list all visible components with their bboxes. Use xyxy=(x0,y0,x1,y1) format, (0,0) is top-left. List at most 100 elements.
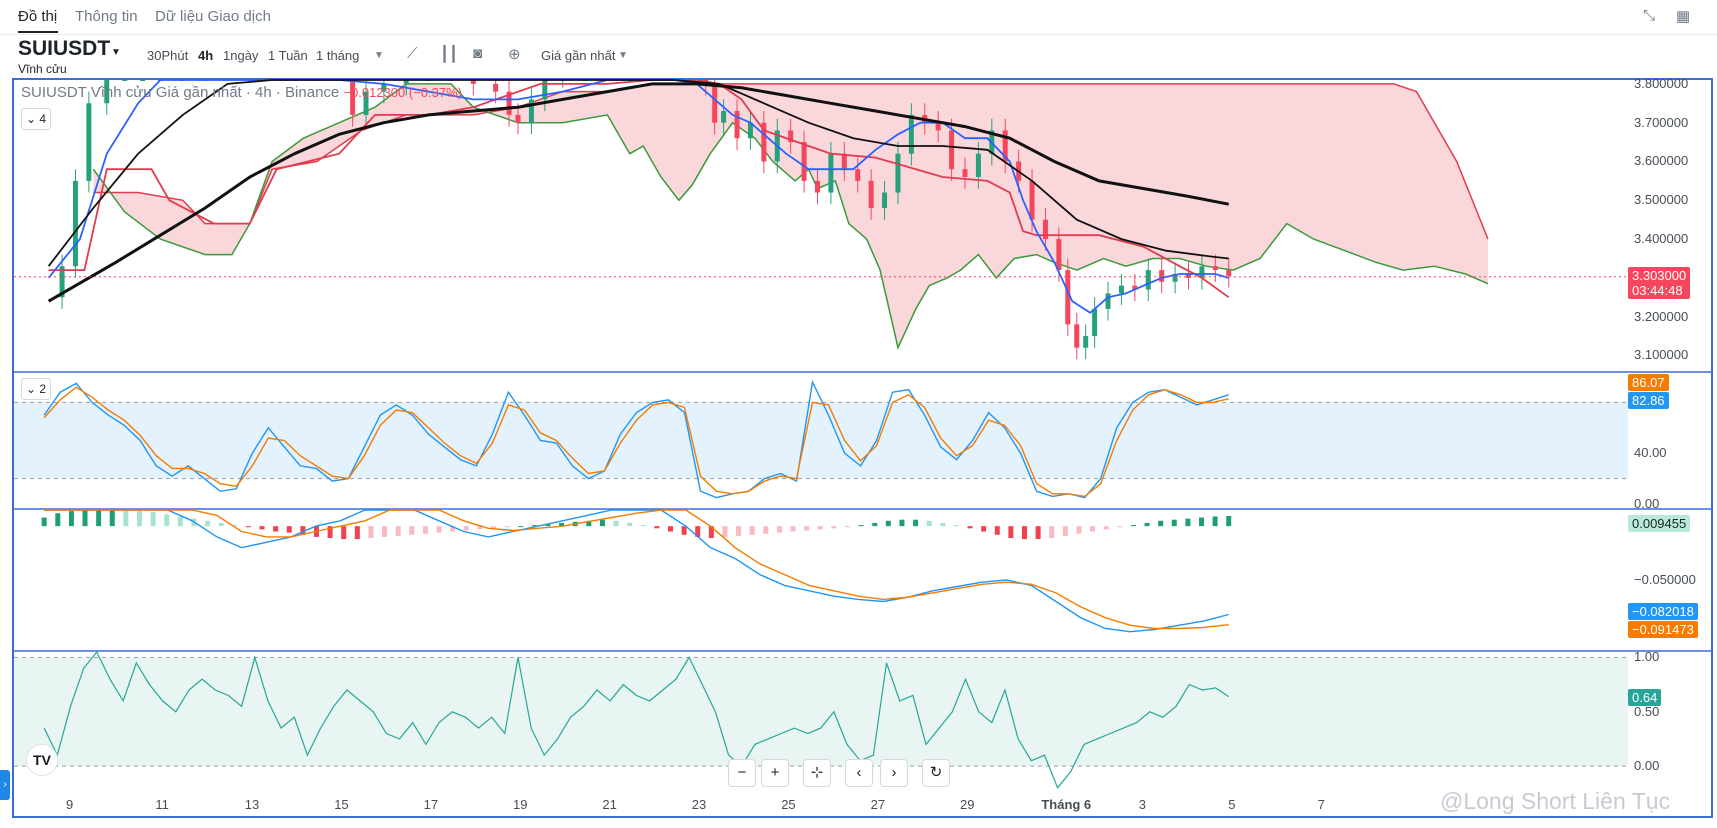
candle-body xyxy=(59,266,65,298)
time-axis-tick: 5 xyxy=(1228,797,1236,812)
candle-countdown: 03:44:48 xyxy=(1632,283,1683,298)
stoch-pane-collapse-toggle[interactable]: ⌄ 2 xyxy=(21,378,51,400)
time-axis-tick: 19 xyxy=(513,797,528,812)
main-pane-collapse-toggle[interactable]: ⌄ 4 xyxy=(21,108,51,130)
macd-histogram-bar xyxy=(205,520,211,527)
macd-histogram-bar xyxy=(599,519,605,527)
time-axis-tick: 17 xyxy=(423,797,439,812)
symbol-title[interactable]: SUIUSDT xyxy=(18,37,111,60)
timeframe-1m[interactable]: 1 tháng xyxy=(316,48,360,63)
price-axis-tick: 3.100000 xyxy=(1634,347,1689,363)
stoch-axis-tick: 40.00 xyxy=(1634,445,1667,461)
macd-histogram-bar xyxy=(695,526,701,537)
macd-histogram-bar xyxy=(41,517,47,527)
price-type-select[interactable]: Giá gần nhất xyxy=(541,48,616,63)
macd-histogram-bar xyxy=(899,519,905,527)
macd-histogram-bar xyxy=(790,526,796,532)
macd-histogram-bar xyxy=(640,525,646,527)
macd-histogram-bar xyxy=(300,526,306,535)
time-axis-tick: Tháng 6 xyxy=(1041,797,1092,812)
camera-icon[interactable]: ◙ xyxy=(473,45,483,62)
macd-histogram-bar xyxy=(667,526,673,532)
stoch-k-line xyxy=(43,379,1229,499)
oscillator-tag: 0.64 xyxy=(1628,689,1662,706)
price-axis-tick: 3.800000 xyxy=(1634,75,1689,91)
macd-histogram-bar xyxy=(804,526,810,531)
oscillator-band xyxy=(14,657,1628,767)
macd-histogram-bar xyxy=(382,526,388,537)
stoch-band xyxy=(14,402,1628,479)
macd-histogram-bar xyxy=(1185,518,1191,527)
price-axis-tick: 3.200000 xyxy=(1634,308,1689,324)
timeframe-1w[interactable]: 1 Tuần xyxy=(268,48,308,63)
symbol-dropdown-icon[interactable]: ▼ xyxy=(111,47,121,58)
timeframe-1d[interactable]: 1ngày xyxy=(223,48,259,63)
candle-body xyxy=(935,122,941,131)
oscillator-line xyxy=(43,650,1230,789)
tab-chart[interactable]: Đồ thị xyxy=(18,8,58,25)
time-axis-tick: 7 xyxy=(1317,797,1325,812)
macd-signal-line xyxy=(44,509,1229,630)
macd-histogram-bar xyxy=(245,526,251,528)
macd-histogram-bar xyxy=(613,520,619,527)
macd-histogram-bar xyxy=(395,526,401,536)
macd-histogram-bar xyxy=(1076,526,1082,534)
zoom-in-button[interactable]: + xyxy=(761,759,789,787)
macd-histogram-bar xyxy=(981,526,987,532)
collapse-icon[interactable]: ⤡ xyxy=(1643,7,1656,24)
chart-frame xyxy=(12,78,1713,818)
candle-body xyxy=(1186,274,1191,278)
candle-body xyxy=(882,192,888,209)
timeframe-4h[interactable]: 4h xyxy=(198,48,214,63)
time-axis-tick: 3 xyxy=(1138,797,1147,812)
candle-body xyxy=(1132,285,1138,290)
grid-layout-icon[interactable]: ▦ xyxy=(1676,8,1691,25)
candle-body xyxy=(1212,266,1218,271)
short-moving-average-line xyxy=(47,79,1229,267)
candle-body xyxy=(1065,270,1071,325)
contract-type-label: Vĩnh cửu xyxy=(18,62,67,76)
macd-histogram-bar xyxy=(545,524,551,527)
macd-histogram-bar xyxy=(844,526,850,528)
zoom-out-button[interactable]: − xyxy=(728,759,756,787)
indicators-icon[interactable]: ⟋ xyxy=(407,45,418,62)
macd-histogram-bar xyxy=(218,522,224,527)
scroll-right-button[interactable]: › xyxy=(880,759,908,787)
candle-body xyxy=(908,114,914,154)
macd-histogram-bar xyxy=(1008,526,1014,538)
macd-histogram-bar xyxy=(1226,515,1232,527)
scroll-left-button[interactable]: ‹ xyxy=(845,759,873,787)
chart-style-icon[interactable]: ┃┃ xyxy=(440,46,459,63)
stoch-d-line xyxy=(43,386,1229,498)
last-price-value: 3.303000 xyxy=(1632,268,1687,283)
reset-chart-button[interactable]: ↻ xyxy=(922,759,950,787)
chart-toolbar: SUIUSDT ▼ Vĩnh cửu 30Phút 4h 1ngày 1 Tuầ… xyxy=(0,35,1717,77)
macd-histogram-bar xyxy=(232,525,238,527)
tab-info[interactable]: Thông tin xyxy=(75,8,138,25)
timeframe-30m[interactable]: 30Phút xyxy=(147,48,189,63)
candle-body xyxy=(1083,336,1089,348)
legend-change: −0.012300 (−0.37%) xyxy=(343,85,462,100)
kijun-line xyxy=(48,79,1230,299)
side-panel-toggle[interactable]: › xyxy=(0,770,10,800)
stoch-axis-tick: 0.00 xyxy=(1634,496,1660,511)
candle-body xyxy=(1029,180,1035,220)
add-icon[interactable]: ⊕ xyxy=(508,46,521,63)
macd-histogram-bar xyxy=(55,513,61,527)
price-axis-tick: 3.600000 xyxy=(1634,153,1689,169)
macd-tag: −0.082018 xyxy=(1628,603,1698,620)
candle-body xyxy=(122,80,128,81)
macd-histogram-bar xyxy=(68,511,74,527)
price-type-dropdown-icon[interactable]: ▼ xyxy=(618,50,628,61)
candle-body xyxy=(1002,130,1008,162)
more-timeframes-icon[interactable]: ▼ xyxy=(374,50,384,61)
candle-body xyxy=(1105,293,1111,309)
tab-trading-data[interactable]: Dữ liệu Giao dịch xyxy=(155,8,271,25)
fit-view-button[interactable]: ⊹ xyxy=(803,759,831,787)
candle-body xyxy=(1145,270,1151,290)
candle-body xyxy=(949,130,955,170)
candle-body xyxy=(72,180,78,267)
candle-body xyxy=(1159,270,1165,282)
macd-hist-tag: 0.009455 xyxy=(1628,515,1691,532)
